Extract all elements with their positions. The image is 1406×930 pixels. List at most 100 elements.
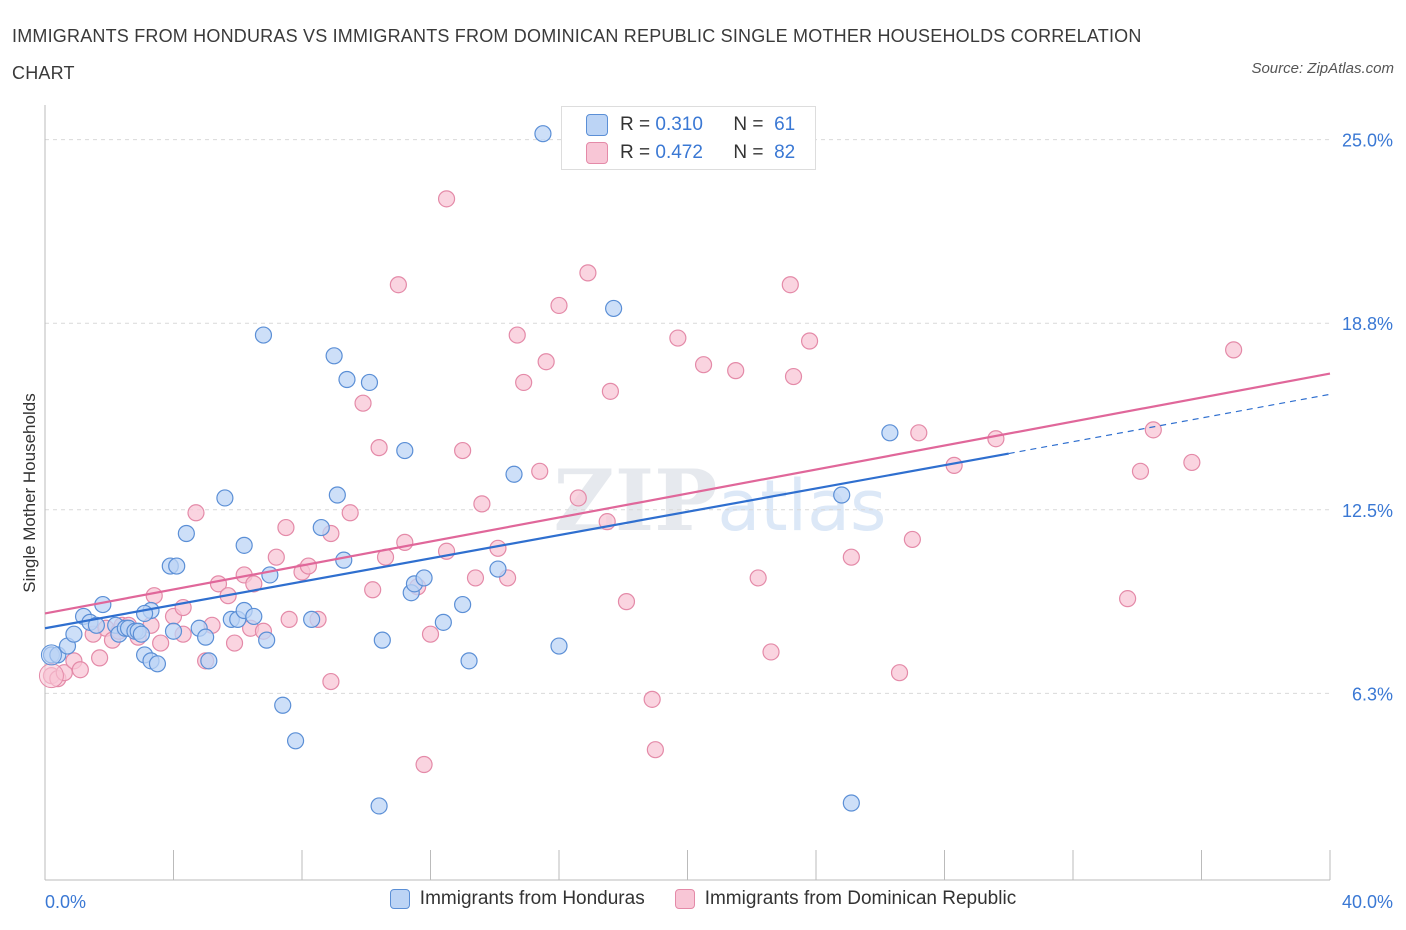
data-point — [842, 794, 860, 812]
data-point — [258, 631, 276, 649]
data-point — [833, 486, 851, 504]
chart-title: IMMIGRANTS FROM HONDURAS VS IMMIGRANTS F… — [12, 26, 1142, 83]
data-point — [132, 625, 150, 643]
data-point — [800, 332, 819, 350]
data-point — [466, 569, 485, 587]
honduras-swatch — [586, 114, 608, 136]
data-point — [569, 489, 587, 507]
stats-row-dominican: R = 0.472 N = 82 — [586, 140, 795, 166]
data-point — [531, 462, 549, 480]
data-point — [373, 631, 391, 649]
data-point — [434, 613, 452, 631]
data-point — [389, 276, 407, 294]
data-point — [890, 664, 909, 682]
data-point — [842, 548, 860, 566]
data-point — [537, 353, 555, 371]
r-value: 0.472 — [655, 142, 703, 163]
data-point — [762, 643, 780, 661]
y-tick-label: 6.3% — [1352, 684, 1393, 704]
data-point — [152, 634, 170, 652]
data-point — [277, 518, 295, 537]
legend-item-dominican[interactable]: Immigrants from Dominican Republic — [674, 888, 1017, 910]
legend-label: Immigrants from Honduras — [419, 888, 645, 909]
data-point — [515, 373, 533, 392]
data-point — [694, 356, 713, 374]
series-legend: Immigrants from Honduras Immigrants from… — [0, 888, 1406, 910]
data-point — [135, 604, 154, 623]
x-tick-label: 0.0% — [45, 892, 86, 912]
y-tick-label: 25.0% — [1342, 131, 1393, 151]
honduras-points — [42, 125, 899, 815]
data-point — [216, 489, 234, 507]
data-point — [454, 595, 472, 614]
n-label: N = — [733, 114, 764, 135]
x-tick-label: 40.0% — [1342, 892, 1393, 912]
dominican-trendline — [44, 372, 1331, 615]
n-value: 82 — [774, 142, 796, 163]
data-point — [164, 622, 183, 640]
dominican-swatch — [586, 142, 608, 164]
data-point — [646, 741, 664, 759]
data-point — [987, 430, 1005, 448]
data-point — [325, 347, 343, 365]
data-point — [415, 755, 433, 774]
data-point — [505, 465, 523, 483]
n-value: 61 — [774, 114, 796, 135]
data-point — [508, 326, 526, 344]
data-point — [364, 581, 382, 599]
data-point — [245, 607, 263, 626]
data-point — [370, 439, 388, 457]
r-value: 0.310 — [655, 114, 703, 135]
data-point — [87, 616, 106, 634]
data-point — [303, 610, 321, 628]
stats-legend: R = 0.310 N = 61 R = 0.472 N = 82 — [561, 106, 816, 170]
data-point — [460, 652, 478, 670]
data-point — [145, 587, 163, 605]
data-point — [200, 652, 218, 670]
data-point — [489, 539, 507, 557]
source-credit: Source: ZipAtlas.com — [1251, 60, 1394, 77]
data-point — [335, 551, 353, 569]
dominican-swatch — [674, 889, 695, 909]
data-point — [550, 296, 568, 315]
data-point — [245, 575, 263, 593]
data-point — [360, 373, 379, 392]
r-label: R = — [620, 114, 651, 135]
data-point — [727, 362, 745, 380]
data-point — [65, 625, 83, 643]
data-point — [40, 644, 62, 666]
data-point — [225, 634, 244, 652]
honduras-swatch — [389, 889, 410, 909]
data-point — [1225, 341, 1243, 359]
y-tick-label: 12.5% — [1342, 501, 1393, 521]
data-point — [354, 394, 372, 412]
data-point — [312, 518, 330, 537]
data-point — [579, 264, 597, 282]
y-tick-label: 18.8% — [1342, 314, 1393, 334]
legend-item-honduras[interactable]: Immigrants from Honduras — [389, 888, 645, 910]
data-point — [781, 276, 799, 294]
data-point — [254, 326, 273, 344]
honduras-trendline — [44, 452, 1009, 630]
data-point — [784, 367, 803, 386]
data-point — [322, 672, 340, 691]
data-point — [550, 637, 568, 655]
data-point — [91, 649, 109, 667]
data-point — [489, 560, 507, 578]
r-label: R = — [620, 142, 651, 163]
data-point — [601, 382, 620, 400]
data-point — [534, 125, 552, 143]
data-point — [235, 536, 253, 554]
data-point — [341, 504, 359, 522]
data-point — [370, 797, 388, 815]
data-point — [421, 625, 440, 643]
data-point — [286, 732, 305, 750]
data-point — [71, 661, 89, 679]
data-point — [1131, 462, 1150, 480]
data-point — [148, 655, 167, 673]
data-point — [177, 524, 195, 543]
legend-label: Immigrants from Dominican Republic — [704, 888, 1017, 909]
data-point — [187, 504, 205, 522]
data-point — [881, 424, 899, 442]
